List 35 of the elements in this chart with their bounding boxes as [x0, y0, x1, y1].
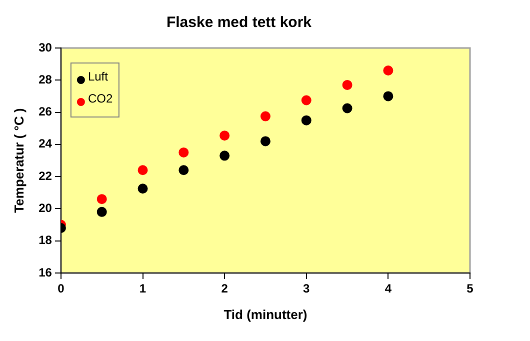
point: [138, 165, 148, 176]
point: [301, 95, 312, 106]
point: [220, 150, 230, 161]
y-tick-label: 22: [38, 168, 52, 183]
point: [342, 103, 352, 114]
legend-label: CO2: [88, 91, 113, 106]
x-tick-label: 4: [384, 282, 392, 296]
point: [383, 91, 394, 102]
x-tick-label: 2: [221, 282, 228, 296]
y-tick-label: 26: [38, 104, 52, 119]
point: [301, 115, 312, 126]
y-tick-label: 28: [38, 72, 52, 86]
point: [220, 130, 230, 141]
y-tick-label: 24: [38, 136, 52, 151]
point: [138, 184, 148, 194]
legend-label: Luft: [88, 69, 109, 84]
point: [342, 80, 352, 90]
x-tick-label: 0: [58, 282, 65, 296]
y-tick-label: 30: [38, 40, 52, 54]
y-tick-label: 16: [38, 265, 52, 280]
x-tick-label: 1: [139, 282, 146, 296]
x-tick-label: 3: [303, 282, 310, 296]
y-axis-title: Temperatur ( °C ): [11, 108, 26, 213]
point: [178, 165, 189, 176]
chart-title: Flaske med tett kork: [166, 14, 312, 32]
y-tick-label: 18: [38, 233, 52, 248]
y-tick-label: 20: [38, 201, 52, 216]
x-axis-title: Tid (minutter): [224, 306, 308, 322]
point: [96, 194, 107, 204]
point: [260, 111, 270, 122]
point: [260, 136, 270, 146]
x-tick-label: 5: [466, 282, 474, 296]
point: [383, 66, 394, 76]
point: [178, 147, 189, 158]
point: [96, 206, 107, 217]
